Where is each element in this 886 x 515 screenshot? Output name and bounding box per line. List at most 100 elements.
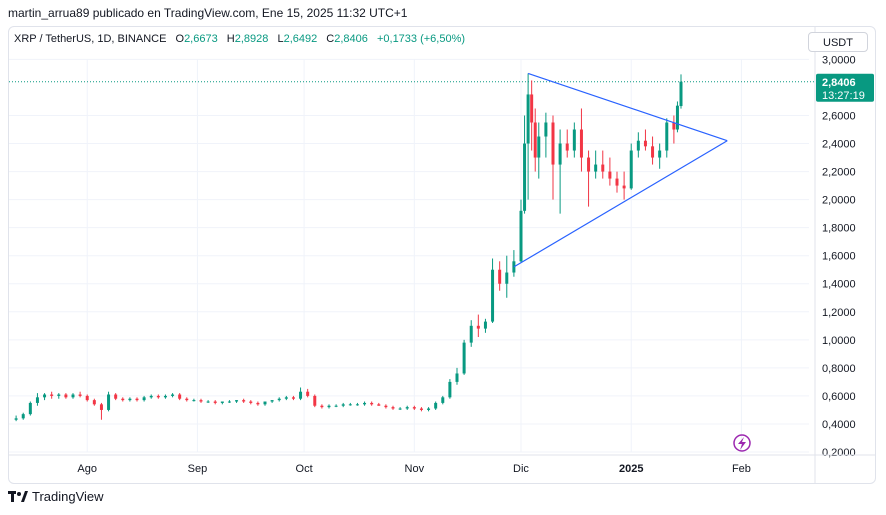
time-axis[interactable]: Ago Sep Oct Nov Dic 2025 Feb: [9, 454, 875, 475]
candle: [370, 401, 374, 406]
y-tick-label: 3,0000: [822, 54, 856, 66]
candle-body: [384, 405, 388, 408]
candle: [537, 122, 541, 179]
candle-body: [469, 325, 473, 343]
candle-body: [64, 394, 68, 398]
candle-body: [291, 397, 295, 399]
candle-body: [587, 157, 591, 172]
candle-body: [551, 122, 555, 165]
candle-body: [299, 391, 303, 399]
trendline[interactable]: [513, 140, 728, 268]
candle: [558, 129, 562, 214]
candle-body: [505, 272, 509, 284]
x-tick-label: Sep: [188, 463, 208, 475]
price-axis[interactable]: 0,2000 0,4000 0,6000 0,8000 1,0000 1,2000 1,40…: [814, 27, 856, 483]
legend-open-value: 2,6673: [184, 33, 218, 45]
candle-body: [622, 185, 626, 189]
candle: [341, 402, 345, 408]
candle-body: [227, 401, 231, 403]
candle-body: [629, 150, 633, 189]
candle-body: [14, 418, 18, 420]
candle-body: [530, 94, 534, 123]
candle-body: [242, 400, 246, 402]
legend: XRP / TetherUS, 1D, BINANCE O2,6673 H2,8…: [14, 33, 465, 45]
candle-body: [107, 394, 111, 410]
candle-body: [448, 381, 452, 398]
chart-frame: [8, 26, 876, 484]
candle-body: [355, 404, 359, 406]
candle-body: [672, 122, 676, 130]
triangle-pattern[interactable]: [513, 72, 728, 268]
legend-high-value: 2,8928: [234, 33, 269, 45]
candle-body: [199, 400, 203, 402]
lightning-icon[interactable]: [733, 434, 751, 452]
y-tick-label: 2,0000: [822, 195, 856, 207]
candle: [419, 407, 423, 412]
candle-body: [263, 401, 267, 405]
candle: [530, 80, 534, 151]
legend-symbol: XRP / TetherUS, 1D, BINANCE: [14, 33, 167, 45]
candle-body: [455, 373, 459, 382]
candle: [263, 401, 267, 406]
candle-body: [142, 397, 146, 401]
candle: [643, 129, 647, 151]
tradingview-logo-icon: [8, 490, 28, 502]
candle-body: [256, 402, 260, 405]
candle: [679, 74, 683, 109]
x-tick-label: 2025: [619, 463, 643, 475]
candle-body: [476, 325, 480, 329]
candle-body: [35, 397, 39, 403]
candle-body: [377, 404, 381, 406]
candle: [594, 150, 598, 179]
candle-body: [270, 400, 274, 402]
candle: [363, 401, 367, 406]
candle-body: [601, 164, 605, 172]
candle: [384, 404, 388, 409]
trendline[interactable]: [527, 72, 728, 142]
candle: [235, 400, 239, 403]
candle-body: [462, 342, 466, 374]
candle: [498, 261, 502, 291]
candle-body: [594, 164, 598, 172]
legend-close-label: C: [326, 33, 335, 45]
candle: [377, 402, 381, 406]
candle: [220, 401, 224, 405]
candle: [651, 136, 655, 165]
candle: [178, 393, 182, 401]
candle-body: [405, 407, 409, 409]
candle-body: [206, 401, 210, 403]
candle-body: [171, 394, 175, 396]
candle: [412, 405, 416, 410]
candle-body: [341, 404, 345, 406]
footer-brand-text: TradingView: [32, 489, 104, 504]
candle-body: [99, 404, 103, 410]
candle: [50, 391, 54, 399]
candle: [512, 250, 516, 277]
candle: [171, 393, 175, 398]
candle-body: [348, 404, 352, 406]
candle: [14, 415, 18, 422]
candle: [572, 122, 576, 158]
candle-body: [419, 408, 423, 410]
candle: [28, 401, 32, 416]
candle: [71, 393, 75, 399]
candle: [163, 394, 167, 399]
candle: [313, 394, 317, 408]
candle-body: [608, 171, 612, 179]
candle: [398, 407, 402, 410]
candle: [665, 118, 669, 158]
candle: [629, 143, 633, 190]
candle: [299, 387, 303, 401]
candle: [291, 395, 295, 401]
candle: [505, 255, 509, 298]
candle-body: [21, 414, 25, 419]
currency-button[interactable]: USDT: [808, 32, 868, 52]
candle: [405, 405, 409, 410]
candle: [206, 400, 210, 403]
candle: [434, 401, 438, 410]
candle-body: [57, 394, 61, 396]
candle-body: [363, 402, 367, 405]
footer-branding: TradingView: [8, 489, 104, 504]
candle: [462, 339, 466, 375]
